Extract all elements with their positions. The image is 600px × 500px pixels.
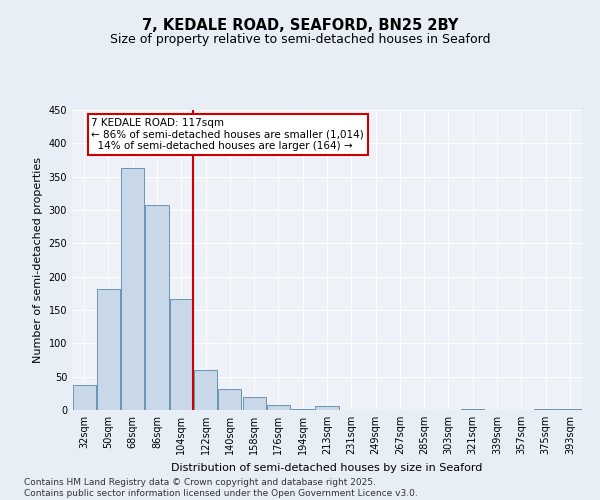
Bar xyxy=(170,298,193,410)
Text: Contains HM Land Registry data © Crown copyright and database right 2025.
Contai: Contains HM Land Registry data © Crown c… xyxy=(24,478,418,498)
Bar xyxy=(73,386,95,410)
Bar xyxy=(242,398,266,410)
Bar xyxy=(461,408,484,410)
Bar xyxy=(559,408,581,410)
Bar xyxy=(291,408,314,410)
Bar xyxy=(267,406,290,410)
Y-axis label: Number of semi-detached properties: Number of semi-detached properties xyxy=(33,157,43,363)
Text: Size of property relative to semi-detached houses in Seaford: Size of property relative to semi-detach… xyxy=(110,32,490,46)
X-axis label: Distribution of semi-detached houses by size in Seaford: Distribution of semi-detached houses by … xyxy=(172,462,482,472)
Bar xyxy=(121,168,144,410)
Bar xyxy=(194,370,217,410)
Bar xyxy=(145,204,169,410)
Text: 7, KEDALE ROAD, SEAFORD, BN25 2BY: 7, KEDALE ROAD, SEAFORD, BN25 2BY xyxy=(142,18,458,32)
Bar xyxy=(97,288,120,410)
Bar xyxy=(316,406,338,410)
Bar xyxy=(218,390,241,410)
Text: 7 KEDALE ROAD: 117sqm
← 86% of semi-detached houses are smaller (1,014)
  14% of: 7 KEDALE ROAD: 117sqm ← 86% of semi-deta… xyxy=(91,118,364,151)
